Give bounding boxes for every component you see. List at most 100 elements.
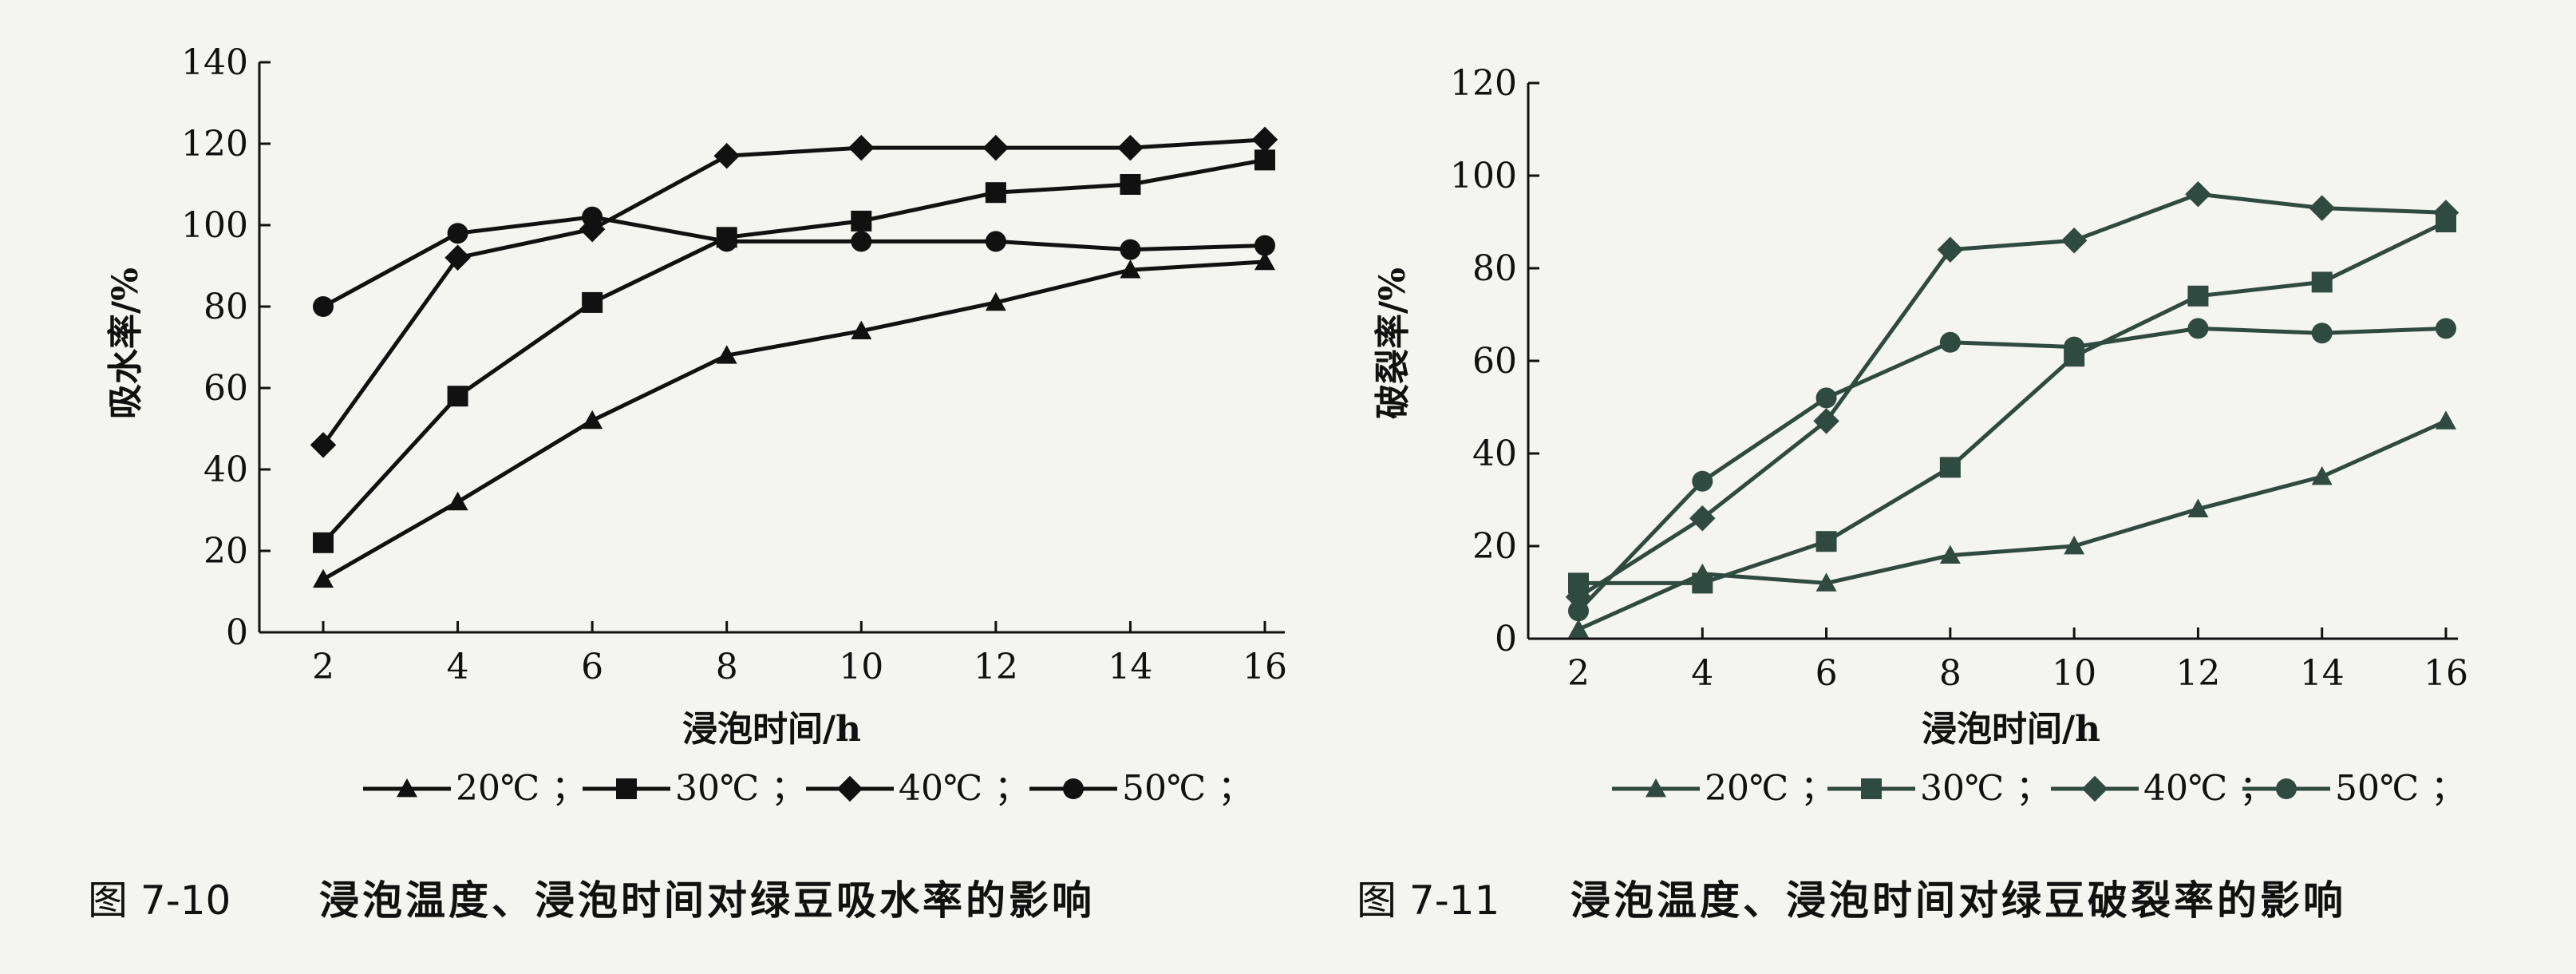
series-line bbox=[1577, 326, 2447, 612]
legend-marker bbox=[1063, 778, 1084, 799]
data-point bbox=[313, 296, 334, 317]
data-point bbox=[2064, 536, 2085, 555]
data-point bbox=[1692, 470, 1713, 492]
data-point bbox=[582, 291, 603, 313]
data-point bbox=[1939, 457, 1961, 478]
series-triangle bbox=[313, 251, 1275, 588]
data-point bbox=[2436, 410, 2456, 430]
legend-separator: ； bbox=[551, 768, 587, 809]
data-point bbox=[1813, 408, 1839, 434]
x-tick-label: 6 bbox=[1815, 653, 1838, 694]
x-tick-label: 14 bbox=[2300, 653, 2345, 694]
x-tick-label: 2 bbox=[1567, 653, 1590, 694]
legend-separator: ； bbox=[2431, 768, 2466, 809]
data-point bbox=[447, 386, 468, 407]
series-line bbox=[322, 157, 1266, 544]
caption-7-10: 图 7-10 浸泡温度、浸泡时间对绿豆吸水率的影响 bbox=[88, 877, 1095, 924]
data-point bbox=[2311, 323, 2333, 344]
data-point bbox=[582, 206, 603, 228]
data-point bbox=[848, 134, 875, 161]
legend-label: 40℃ bbox=[2143, 768, 2227, 809]
data-point bbox=[1815, 387, 1837, 409]
legend-marker bbox=[1646, 778, 1666, 798]
data-point bbox=[851, 210, 872, 232]
legend-item: 40℃； bbox=[2051, 768, 2274, 809]
legend-marker bbox=[1861, 778, 1882, 799]
x-tick-label: 4 bbox=[447, 647, 469, 687]
data-point bbox=[1568, 619, 1589, 638]
legend: 20℃； 30℃； 40℃； 50℃； bbox=[363, 768, 1253, 809]
data-point bbox=[1689, 505, 1716, 532]
chart-water-absorption: 0 20 40 60 80 100 120 140 2 4 6 8 10 12 14 16 吸水率/% 浸泡时间/… bbox=[105, 42, 1287, 809]
legend: 20℃； 30℃； 40℃； 50℃； bbox=[1612, 768, 2466, 809]
y-axis-title: 吸水率/% bbox=[105, 267, 146, 419]
data-point bbox=[1815, 572, 1837, 592]
legend-item: 20℃； bbox=[1612, 768, 1835, 809]
data-point bbox=[1692, 572, 1713, 594]
series-circle bbox=[1568, 318, 2456, 622]
y-tick-label: 20 bbox=[203, 531, 248, 572]
y-tick-label: 60 bbox=[1472, 341, 1517, 382]
data-point bbox=[2060, 227, 2088, 254]
y-axis-title: 破裂率/% bbox=[1373, 267, 1413, 419]
data-point bbox=[2187, 498, 2209, 517]
y-tick-label: 100 bbox=[1450, 156, 1517, 196]
y-tick-label: 20 bbox=[1472, 526, 1517, 567]
x-tick-label: 6 bbox=[581, 647, 603, 687]
data-point bbox=[444, 244, 471, 271]
data-point bbox=[1120, 259, 1141, 279]
y-tick-label: 60 bbox=[203, 368, 248, 409]
data-point bbox=[310, 432, 337, 458]
data-point bbox=[313, 532, 334, 553]
y-tick-label: 120 bbox=[1450, 63, 1517, 104]
data-point bbox=[313, 568, 334, 588]
data-point bbox=[582, 410, 603, 430]
legend-separator: ； bbox=[994, 768, 1029, 809]
legend-item: 40℃ ； bbox=[806, 768, 1029, 809]
legend-item: 20℃ ； bbox=[363, 768, 587, 809]
legend-item: 30℃ ； bbox=[583, 768, 806, 809]
x-tick-label: 4 bbox=[1691, 653, 1713, 694]
data-point bbox=[2187, 285, 2209, 307]
data-point bbox=[1939, 544, 1961, 564]
legend-label: 40℃ bbox=[899, 768, 982, 809]
data-point bbox=[1251, 126, 1278, 153]
y-tick-label: 100 bbox=[181, 205, 248, 246]
y-tick-label: 120 bbox=[181, 124, 248, 164]
data-point bbox=[1568, 600, 1589, 622]
data-point bbox=[447, 491, 468, 511]
data-point bbox=[851, 231, 872, 252]
y-tick-label: 0 bbox=[226, 612, 248, 653]
x-tick-label: 16 bbox=[1243, 647, 1287, 687]
data-point bbox=[1815, 531, 1837, 552]
legend-separator: ； bbox=[1218, 768, 1253, 809]
data-point bbox=[2187, 318, 2209, 339]
caption-7-11: 图 7-11 浸泡温度、浸泡时间对绿豆破裂率的影响 bbox=[1357, 877, 2346, 924]
y-tick-label: 140 bbox=[181, 42, 248, 83]
data-point bbox=[1120, 174, 1141, 195]
legend-marker bbox=[836, 775, 863, 802]
x-tick-label: 2 bbox=[312, 647, 334, 687]
data-point bbox=[1120, 239, 1141, 260]
data-point bbox=[985, 291, 1006, 311]
data-point bbox=[716, 231, 737, 252]
caption-text: 浸泡温度、浸泡时间对绿豆破裂率的影响 bbox=[1570, 877, 2346, 924]
series-line bbox=[321, 137, 1266, 446]
legend-marker bbox=[2276, 778, 2297, 799]
data-point bbox=[2311, 271, 2333, 293]
data-point bbox=[985, 231, 1006, 252]
series-circle bbox=[313, 206, 1275, 317]
series-line bbox=[1578, 220, 2448, 585]
legend-item: 30℃ ； bbox=[1827, 768, 2051, 809]
caption-label: 图 7-11 bbox=[1357, 877, 1499, 924]
x-axis-title: 浸泡时间/h bbox=[682, 709, 861, 750]
series-square bbox=[313, 149, 1275, 553]
legend-marker bbox=[2081, 775, 2108, 802]
legend-item: 50℃ ； bbox=[1029, 768, 1253, 809]
legend-marker bbox=[397, 778, 417, 798]
x-tick-label: 8 bbox=[1939, 653, 1962, 694]
y-tick-label: 40 bbox=[203, 449, 248, 490]
legend-label: 20℃ bbox=[456, 768, 539, 809]
caption-text: 浸泡温度、浸泡时间对绿豆吸水率的影响 bbox=[319, 877, 1095, 924]
